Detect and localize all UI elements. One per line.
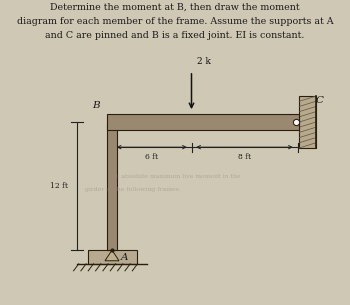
- Text: 6 ft: 6 ft: [145, 152, 158, 161]
- Polygon shape: [105, 250, 119, 261]
- Bar: [299, 96, 316, 148]
- Text: 8 ft: 8 ft: [238, 152, 251, 161]
- Bar: [88, 250, 136, 264]
- Bar: [107, 122, 117, 250]
- Text: C: C: [316, 96, 324, 105]
- Text: A: A: [121, 253, 128, 262]
- Text: diagram for each member of the frame. Assume the supports at A: diagram for each member of the frame. As…: [17, 17, 333, 26]
- Text: and C are pinned and B is a fixed joint. EI is constant.: and C are pinned and B is a fixed joint.…: [45, 30, 305, 40]
- Text: the absolute maximum live moment in the: the absolute maximum live moment in the: [109, 174, 241, 179]
- Text: B: B: [92, 101, 100, 110]
- Bar: [107, 113, 299, 131]
- Text: 12 ft: 12 ft: [50, 182, 68, 190]
- Text: girder of the following frames.: girder of the following frames.: [85, 187, 181, 192]
- Text: Determine the moment at B, then draw the moment: Determine the moment at B, then draw the…: [50, 3, 300, 12]
- Text: 2 k: 2 k: [197, 57, 211, 66]
